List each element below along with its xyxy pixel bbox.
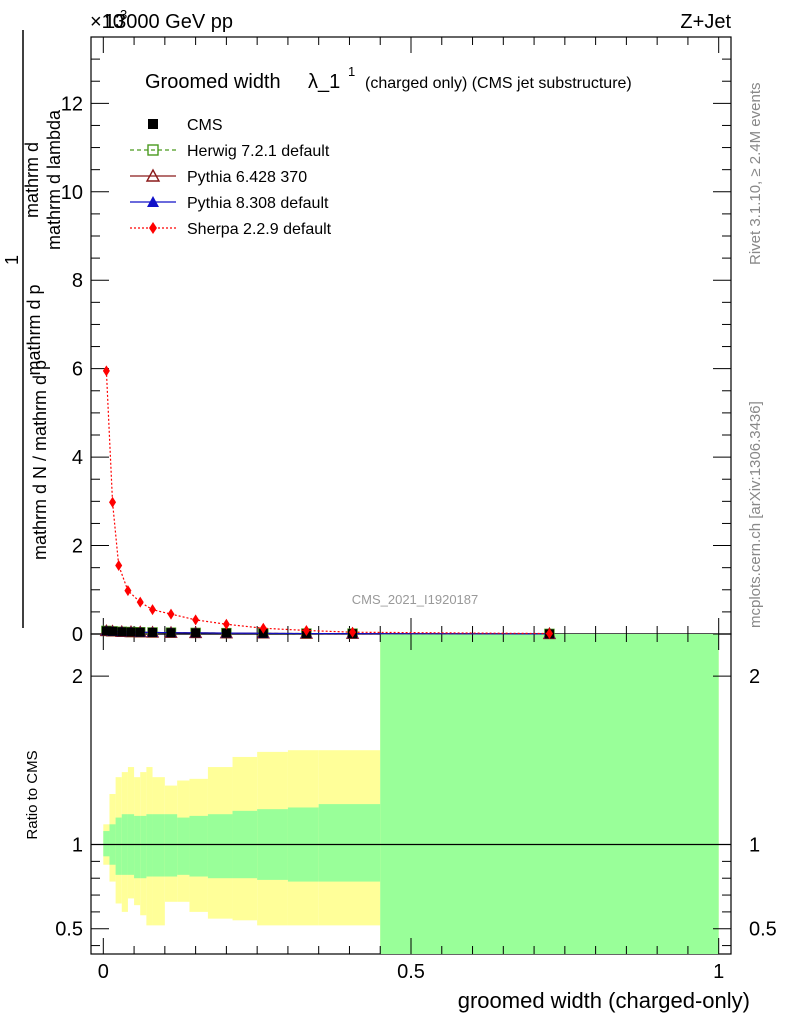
ratio-y-tick-label-right: 0.5 bbox=[749, 919, 777, 941]
data-point bbox=[108, 626, 118, 636]
data-point bbox=[166, 628, 176, 638]
upper-y-tick-label: 6 bbox=[72, 359, 83, 381]
band-inner-bin bbox=[134, 815, 141, 879]
energy-label: 13000 GeV pp bbox=[104, 11, 233, 33]
upper-y-tick-label: 12 bbox=[61, 93, 83, 115]
legend-label: Pythia 8.308 default bbox=[187, 195, 329, 212]
x-tick-label: 1 bbox=[713, 961, 724, 983]
ratio-y-tick-label-right: 2 bbox=[749, 666, 760, 688]
upper-y-tick-label: 8 bbox=[72, 270, 83, 292]
band-inner-bin bbox=[177, 817, 190, 875]
upper-y-axis-label: 1 mathrm d N / mathrm d p mathrm d mathr… bbox=[2, 30, 64, 628]
upper-y-tick-label: 4 bbox=[72, 447, 83, 469]
band-inner-bin bbox=[146, 814, 153, 877]
data-point bbox=[117, 627, 127, 637]
legend-marker bbox=[148, 119, 158, 129]
y-label-denominator: mathrm d p bbox=[24, 284, 44, 375]
legend: CMS Herwig 7.2.1 default Pythia 6.428 370 P… bbox=[130, 117, 332, 238]
plot-title-main: Groomed width bbox=[145, 71, 281, 93]
data-point bbox=[192, 614, 200, 626]
ratio-uncertainty-band-inner bbox=[103, 634, 719, 954]
data-point bbox=[149, 604, 157, 616]
legend-entry: Pythia 8.308 default bbox=[130, 195, 329, 212]
exponent-value: 3 bbox=[120, 7, 127, 22]
legend-label: CMS bbox=[187, 117, 223, 134]
legend-entry: Pythia 6.428 370 bbox=[130, 168, 307, 186]
legend-marker bbox=[147, 144, 159, 156]
legend-entry: Sherpa 2.2.9 default bbox=[130, 221, 332, 238]
legend-marker bbox=[147, 196, 159, 207]
band-inner-bin bbox=[115, 817, 122, 875]
series-line bbox=[105, 370, 550, 635]
upper-y-tick-label: 2 bbox=[72, 536, 83, 558]
legend-marker bbox=[149, 222, 157, 234]
ratio-y-tick-label: 1 bbox=[72, 835, 83, 857]
ratio-y-tick-label-right: 1 bbox=[749, 835, 760, 857]
data-point bbox=[302, 624, 310, 636]
data-point bbox=[136, 596, 144, 608]
upper-y-tick-label: 0 bbox=[72, 624, 83, 646]
x-tick-label: 0.5 bbox=[397, 961, 425, 983]
data-point bbox=[101, 626, 111, 636]
ratio-y-ticks: 0.5 0.5 1 1 2 2 bbox=[55, 666, 777, 947]
ratio-y-axis-label: Ratio to CMS bbox=[24, 750, 41, 839]
data-point bbox=[102, 365, 110, 377]
legend-label: Herwig 7.2.1 default bbox=[187, 143, 330, 160]
series-layer bbox=[99, 365, 557, 640]
data-point bbox=[126, 627, 136, 637]
legend-marker bbox=[145, 168, 161, 182]
exponent-label: ×10 bbox=[90, 11, 124, 33]
mcplots-label: mcplots.cern.ch [arXiv:1306.3436] bbox=[747, 401, 764, 628]
y-label-numerator: mathrm d bbox=[22, 142, 42, 218]
data-point bbox=[349, 626, 357, 638]
data-point bbox=[222, 618, 230, 630]
band-inner-bin bbox=[380, 634, 719, 954]
data-point bbox=[545, 628, 553, 640]
data-point bbox=[135, 627, 145, 637]
ratio-y-tick-label: 2 bbox=[72, 666, 83, 688]
series-sherpa-2-2-9-default bbox=[102, 365, 553, 640]
upper-y-tick-label: 10 bbox=[61, 182, 83, 204]
band-inner-bin bbox=[152, 814, 165, 877]
analysis-watermark: CMS_2021_I1920187 bbox=[352, 592, 479, 607]
plot-title-sup: 1 bbox=[348, 64, 355, 79]
plot-title-lambda: λ_1 bbox=[308, 71, 340, 93]
data-point bbox=[259, 622, 267, 634]
band-inner-bin bbox=[189, 815, 208, 877]
legend-label: Sherpa 2.2.9 default bbox=[187, 221, 332, 238]
data-point bbox=[191, 628, 201, 638]
band-inner-bin bbox=[164, 814, 178, 877]
plot-title-rest: (charged only) (CMS jet substructure) bbox=[365, 75, 632, 92]
data-point bbox=[221, 628, 231, 638]
data-point bbox=[148, 627, 158, 637]
process-label: Z+Jet bbox=[680, 11, 731, 33]
data-point bbox=[115, 559, 123, 571]
data-point bbox=[124, 585, 132, 597]
y-label-prefactor-den: mathrm d N / mathrm d p bbox=[30, 360, 50, 560]
data-point bbox=[167, 608, 175, 620]
band-inner-bin bbox=[103, 831, 110, 857]
ratio-y-tick-label: 0.5 bbox=[55, 919, 83, 941]
rivet-label: Rivet 3.1.10, ≥ 2.4M events bbox=[747, 83, 764, 266]
y-label-prefactor-num: 1 bbox=[2, 255, 22, 265]
band-inner-bin bbox=[318, 804, 381, 882]
x-tick-label: 0 bbox=[98, 961, 109, 983]
y-label-denominator-end: mathrm d lambda bbox=[44, 109, 64, 250]
upper-y-ticks: 0 2 4 6 8 10 12 bbox=[61, 58, 731, 646]
band-inner-bin bbox=[140, 815, 147, 879]
legend-label: Pythia 6.428 370 bbox=[187, 169, 307, 186]
legend-entry: Herwig 7.2.1 default bbox=[130, 143, 330, 160]
legend-entry: CMS bbox=[148, 117, 223, 134]
data-point bbox=[109, 496, 117, 508]
x-ticks: 0 0.5 1 bbox=[98, 37, 724, 983]
band-inner-bin bbox=[207, 814, 233, 879]
x-axis-label: groomed width (charged-only) bbox=[458, 988, 750, 1013]
